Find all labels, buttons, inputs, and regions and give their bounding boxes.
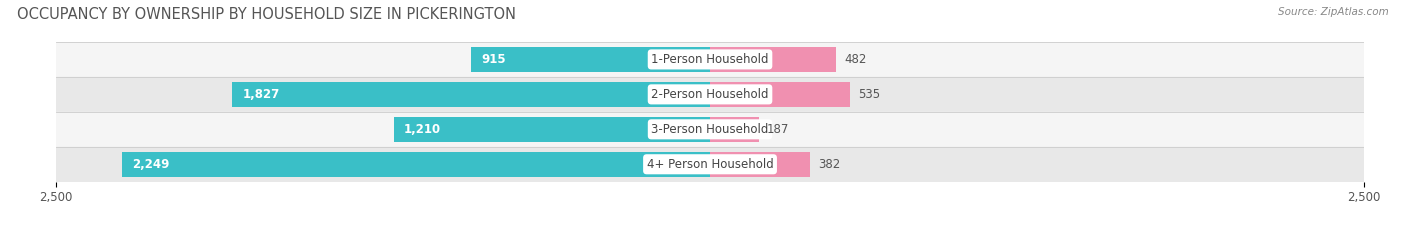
Text: 2,249: 2,249 — [132, 158, 170, 171]
Bar — [710, 152, 810, 177]
Bar — [710, 82, 851, 107]
Bar — [56, 147, 1364, 182]
Bar — [56, 77, 1364, 112]
Bar — [56, 112, 1364, 147]
Text: 382: 382 — [818, 158, 839, 171]
Bar — [710, 47, 837, 72]
Text: 915: 915 — [481, 53, 506, 66]
Bar — [56, 42, 1364, 77]
Bar — [394, 117, 710, 142]
Text: 535: 535 — [858, 88, 880, 101]
Text: Source: ZipAtlas.com: Source: ZipAtlas.com — [1278, 7, 1389, 17]
Text: 482: 482 — [844, 53, 866, 66]
Text: 4+ Person Household: 4+ Person Household — [647, 158, 773, 171]
Bar — [471, 47, 710, 72]
Text: OCCUPANCY BY OWNERSHIP BY HOUSEHOLD SIZE IN PICKERINGTON: OCCUPANCY BY OWNERSHIP BY HOUSEHOLD SIZE… — [17, 7, 516, 22]
Text: 1-Person Household: 1-Person Household — [651, 53, 769, 66]
Bar — [122, 152, 710, 177]
Text: 187: 187 — [766, 123, 789, 136]
Bar — [710, 117, 759, 142]
Text: 2-Person Household: 2-Person Household — [651, 88, 769, 101]
Text: 1,210: 1,210 — [404, 123, 441, 136]
Bar — [232, 82, 710, 107]
Text: 1,827: 1,827 — [243, 88, 280, 101]
Text: 3-Person Household: 3-Person Household — [651, 123, 769, 136]
